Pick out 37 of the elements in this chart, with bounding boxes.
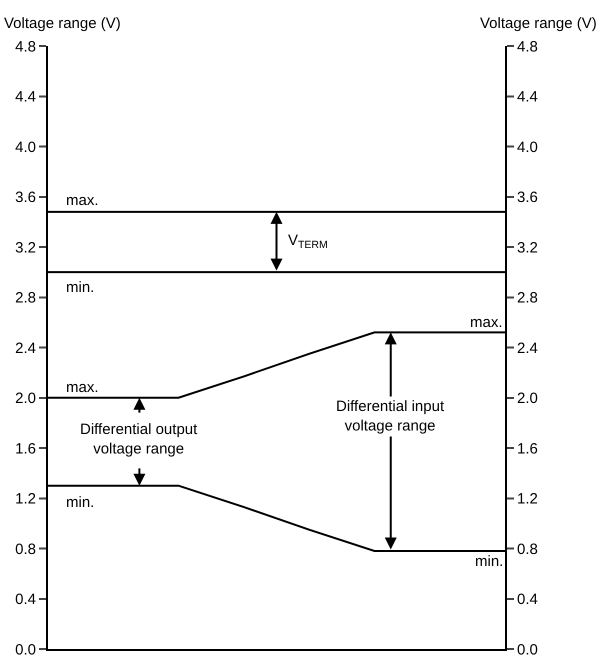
y-tick-label: 3.6 (15, 189, 36, 206)
y2-tick-label: 3.2 (517, 239, 538, 256)
y-tick-label: 0.8 (15, 540, 36, 558)
y-axis-title: Voltage range (V) (4, 15, 121, 32)
y-tick-label: 2.0 (15, 390, 36, 407)
y-tick-label: 0.0 (15, 641, 36, 658)
y2-tick-label: 4.4 (517, 88, 538, 106)
y2-tick-label: 2.8 (517, 290, 538, 306)
y-tick-label: 1.6 (15, 440, 36, 458)
y2-tick-label: 4.0 (517, 138, 538, 156)
y-tick-label: 3.2 (15, 239, 36, 256)
annotation: Differential input voltage range (336, 398, 445, 434)
y-tick-label: 2.8 (15, 290, 36, 306)
y2-tick-label: 2.0 (517, 390, 538, 407)
annotation: min. (66, 494, 94, 511)
y-tick-label: 4.0 (15, 138, 36, 156)
annotation: min. (475, 553, 504, 570)
y2-tick-label: 1.6 (517, 440, 538, 458)
y-tick-label: 4.8 (15, 38, 36, 56)
annotation: max. (470, 314, 503, 331)
annotation: min. (66, 279, 94, 296)
y-tick-label: 1.2 (15, 490, 36, 508)
y2-tick-label: 3.6 (517, 189, 538, 206)
y2-tick-label: 0.4 (517, 591, 538, 608)
annotation: max. (66, 192, 99, 209)
y-tick-label: 0.4 (15, 591, 36, 608)
y2-tick-label: 2.4 (517, 340, 538, 357)
annotation: Differential output voltage range (80, 421, 198, 458)
y2-tick-label: 0.8 (517, 540, 538, 558)
y-tick-label: 2.4 (15, 340, 36, 357)
y2-tick-label: 1.2 (517, 490, 538, 508)
y-tick-label: 4.4 (15, 88, 36, 106)
y2-axis-title: Voltage range (V) (480, 15, 597, 32)
y2-tick-label: 4.8 (517, 38, 538, 56)
y2-tick-label: 0.0 (517, 641, 538, 658)
annotation: V$_{TERM}$ (288, 232, 328, 252)
annotation: max. (66, 379, 99, 396)
